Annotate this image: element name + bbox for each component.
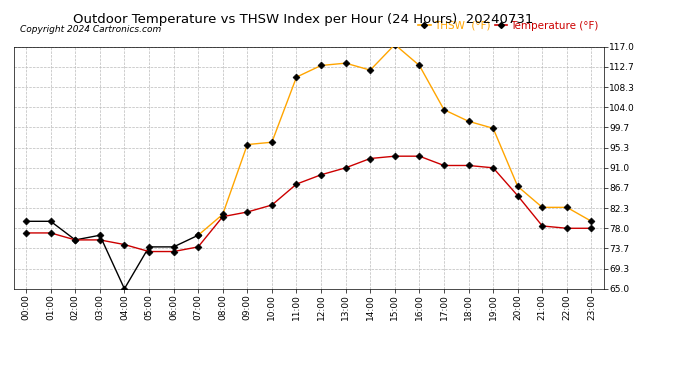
Text: Outdoor Temperature vs THSW Index per Hour (24 Hours)  20240731: Outdoor Temperature vs THSW Index per Ho… <box>73 13 534 26</box>
Legend: THSW  (°F), Temperature (°F): THSW (°F), Temperature (°F) <box>418 21 598 31</box>
Text: Copyright 2024 Cartronics.com: Copyright 2024 Cartronics.com <box>20 25 161 34</box>
